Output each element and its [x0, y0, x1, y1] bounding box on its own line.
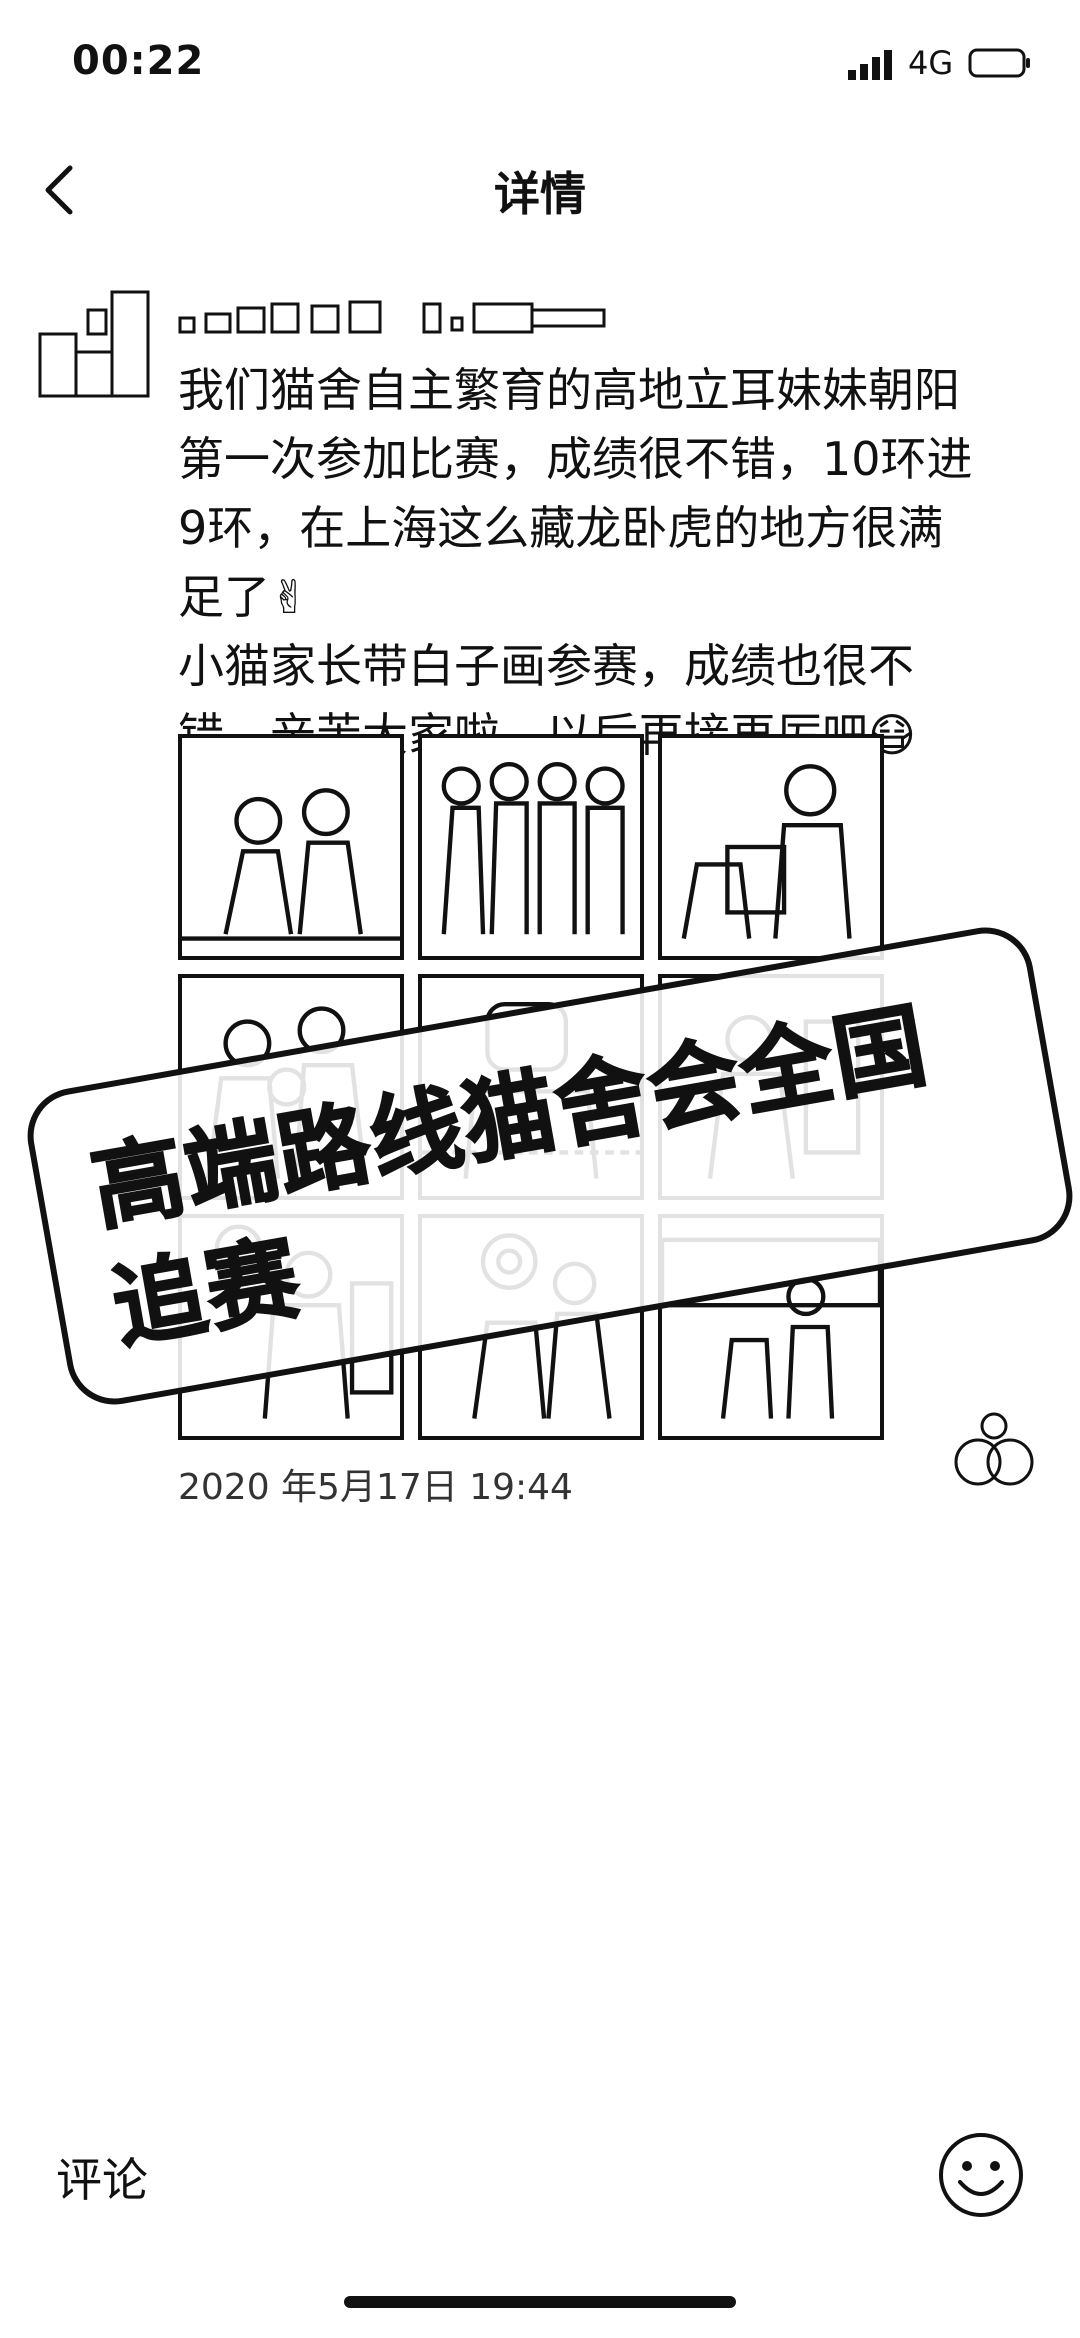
- post-timestamp: 2020 年5月17日 19:44: [178, 1467, 573, 1508]
- bottom-bar: 评论: [0, 2120, 1080, 2240]
- signal-icon: [848, 50, 892, 80]
- status-time: 00:22: [72, 38, 205, 84]
- like-icon[interactable]: [948, 1400, 1038, 1490]
- comment-button[interactable]: 评论: [56, 2153, 148, 2207]
- chevron-left-icon[interactable]: [36, 160, 86, 220]
- battery-icon: [968, 48, 1030, 78]
- smile-emoji-icon[interactable]: [936, 2130, 1026, 2220]
- page-title: 详情: [494, 167, 586, 221]
- nav-bar: 详情: [0, 130, 1080, 250]
- post-text: 我们猫舍自主繁育的高地立耳妹妹朝阳 第一次参加比赛，成绩很不错，10环进 9环，…: [178, 363, 973, 762]
- photo-thumbnail[interactable]: [418, 734, 644, 960]
- author-name[interactable]: [176, 296, 736, 340]
- home-indicator[interactable]: [344, 2296, 736, 2308]
- photo-thumbnail[interactable]: [658, 734, 884, 960]
- network-type: 4G: [908, 44, 954, 82]
- photo-thumbnail[interactable]: [178, 734, 404, 960]
- status-bar: 00:22 4G: [0, 0, 1080, 130]
- avatar[interactable]: [36, 282, 154, 400]
